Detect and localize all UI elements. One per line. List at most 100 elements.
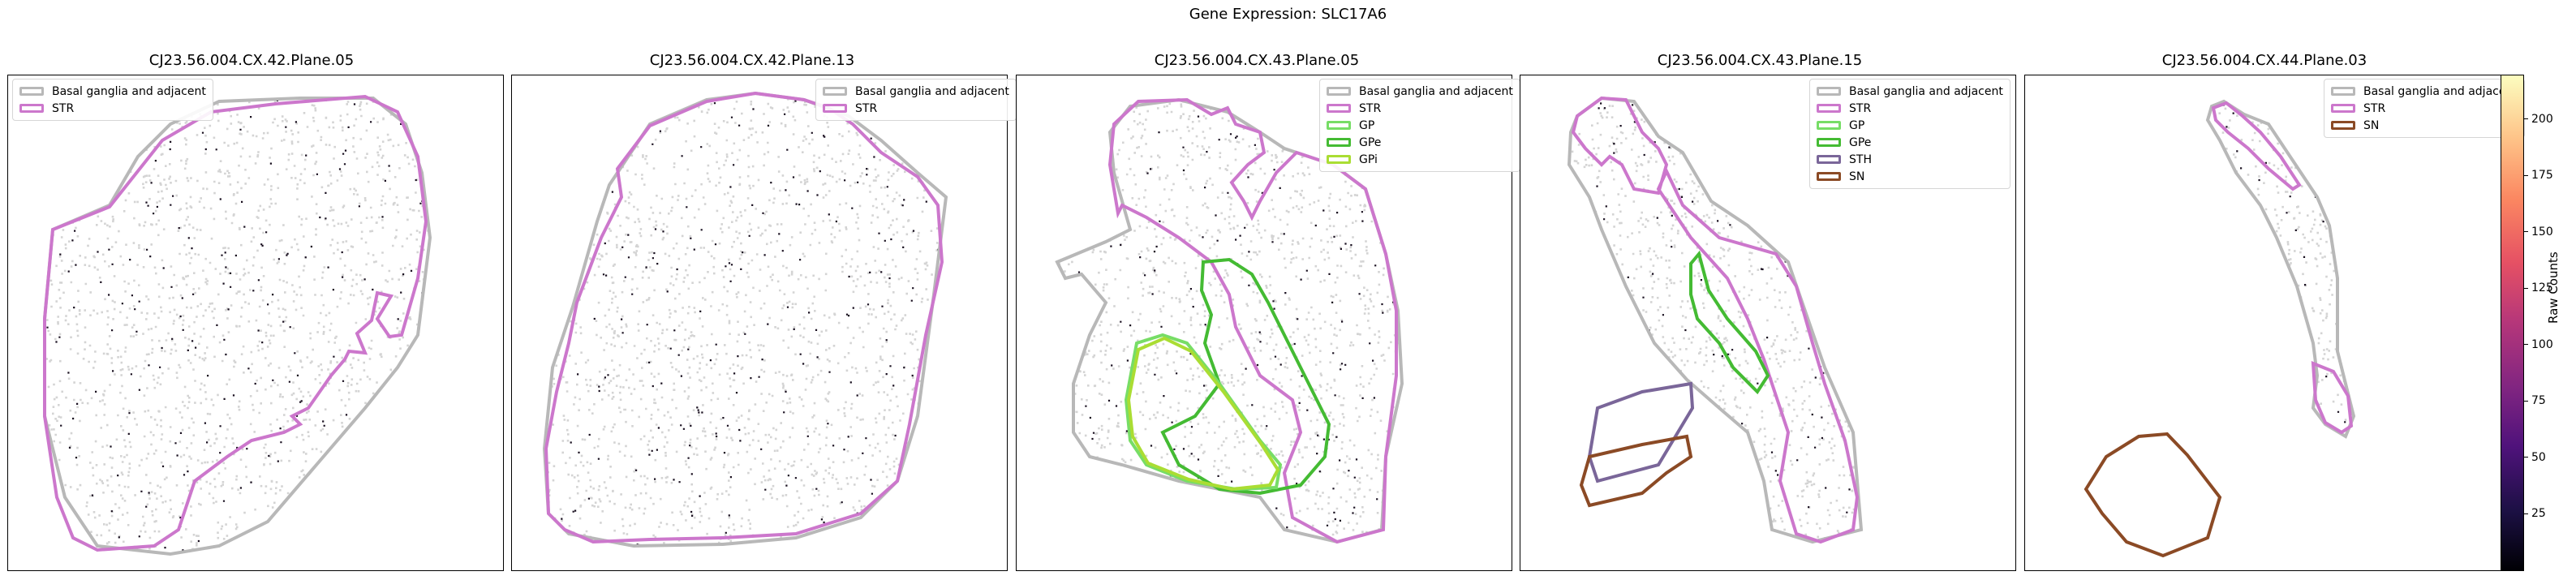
legend-label: GPe (1849, 135, 1872, 149)
panel-3-gpe-outline (1160, 257, 1331, 496)
legend-swatch (1327, 138, 1351, 147)
legend-swatch (2331, 87, 2355, 96)
legend-entry: GPi (1327, 151, 1513, 168)
figure-title: Gene Expression: SLC17A6 (1189, 6, 1387, 23)
legend-entry: GPe (1817, 134, 2003, 151)
legend-entry: STH (1817, 151, 2003, 168)
legend-label: SN (2363, 118, 2380, 132)
legend-swatch (823, 104, 847, 113)
legend-swatch (1327, 155, 1351, 164)
legend-label: SN (1849, 170, 1865, 183)
legend-label: Basal ganglia and adjacent (1359, 84, 1513, 98)
legend-label: Basal ganglia and adjacent (52, 84, 206, 98)
panel-5-basal-ganglia-outline (2205, 99, 2356, 439)
colorbar (2501, 75, 2524, 571)
panel-4-sth-outline (1587, 381, 1695, 483)
legend-entry: Basal ganglia and adjacent (1817, 83, 2003, 100)
panel-2-cells (544, 93, 946, 546)
legend-swatch (1327, 121, 1351, 130)
legend-entry: Basal ganglia and adjacent (1327, 83, 1513, 100)
colorbar-tick-label: 150 (2524, 226, 2553, 238)
background-cells (45, 98, 430, 554)
legend-swatch (19, 87, 44, 96)
legend-swatch (1327, 87, 1351, 96)
legend-entry: GP (1817, 117, 2003, 134)
legend-entry: Basal ganglia and adjacent (823, 83, 1009, 100)
panel-4-basal-ganglia-outline (1567, 96, 1864, 544)
panel-5-plot (2024, 75, 2521, 571)
panel-5-sn-outline (2084, 432, 2222, 558)
panel-1-basal-ganglia-outline (43, 97, 432, 556)
panel-4-sn-outline (1579, 434, 1693, 508)
colorbar-tick-label: 175 (2524, 169, 2553, 182)
legend-label: STR (1359, 101, 1382, 115)
panel-2-str-outline (544, 91, 944, 544)
expressing-cells (45, 98, 430, 554)
panel-3-gp-outline (1124, 333, 1283, 492)
panel-3-title: CJ23.56.004.CX.43.Plane.05 (1154, 52, 1360, 69)
panel-2-basal-ganglia-outline (542, 91, 948, 548)
legend-label: GPe (1359, 135, 1382, 149)
legend-entry: STR (823, 100, 1009, 117)
legend-label: STR (52, 101, 75, 115)
legend-entry: STR (1327, 100, 1513, 117)
legend-entry: STR (19, 100, 206, 117)
background-cells (544, 93, 946, 546)
legend-label: Basal ganglia and adjacent (1849, 84, 2003, 98)
legend-entry: STR (2331, 100, 2518, 117)
legend-label: GP (1849, 118, 1865, 132)
panel-1-title: CJ23.56.004.CX.42.Plane.05 (148, 52, 355, 69)
legend-label: GP (1359, 118, 1375, 132)
legend-swatch (1817, 121, 1841, 130)
legend-swatch (1817, 87, 1841, 96)
legend-label: STR (855, 101, 878, 115)
colorbar-tick-label: 100 (2524, 338, 2553, 351)
panel-5-str-outline (2211, 101, 2354, 435)
panel-1-plot (7, 75, 504, 571)
panel-5-legend: Basal ganglia and adjacent STR SN (2324, 79, 2525, 138)
legend-swatch (1817, 138, 1841, 147)
panel-2-plot (511, 75, 1008, 571)
legend-swatch (2331, 104, 2355, 113)
expressing-cells (544, 93, 946, 546)
panel-3-gpi-outline (1126, 336, 1280, 492)
panel-1-legend: Basal ganglia and adjacent STR (12, 79, 213, 121)
panel-4-title: CJ23.56.004.CX.43.Plane.15 (1657, 52, 1863, 69)
panel-1-cells (45, 98, 430, 554)
legend-swatch (1817, 104, 1841, 113)
panel-3-str-outline (1107, 97, 1398, 544)
legend-label: Basal ganglia and adjacent (855, 84, 1009, 98)
legend-entry: GP (1327, 117, 1513, 134)
panel-2-legend: Basal ganglia and adjacent STR (815, 79, 1017, 121)
legend-swatch (1327, 104, 1351, 113)
colorbar-label: Raw Counts (2546, 251, 2561, 324)
panel-4-legend: Basal ganglia and adjacent STR GP GPe STH SN (1809, 79, 2010, 189)
legend-entry: Basal ganglia and adjacent (2331, 83, 2518, 100)
legend-label: STR (1849, 101, 1872, 115)
colorbar-tick-label: 200 (2524, 113, 2553, 126)
legend-entry: STR (1817, 100, 2003, 117)
colorbar-tick-label: 25 (2524, 507, 2546, 520)
legend-label: GPi (1359, 153, 1378, 166)
legend-swatch (823, 87, 847, 96)
panel-2-title: CJ23.56.004.CX.42.Plane.13 (649, 52, 855, 69)
legend-entry: Basal ganglia and adjacent (19, 83, 206, 100)
legend-entry: SN (2331, 117, 2518, 134)
legend-swatch (2331, 121, 2355, 130)
legend-swatch (1817, 172, 1841, 181)
legend-swatch (1817, 155, 1841, 164)
legend-swatch (19, 104, 44, 113)
panel-1-str-outline (43, 94, 428, 552)
legend-entry: SN (1817, 168, 2003, 185)
colorbar-tick-label: 125 (2524, 281, 2553, 294)
colorbar-tick-label: 50 (2524, 451, 2546, 464)
panel-3-legend: Basal ganglia and adjacent STR GP GPe GPi (1319, 79, 1520, 172)
panel-4-gpe-outline (1689, 250, 1770, 395)
panel-4-str-outline (1571, 96, 1860, 544)
legend-label: Basal ganglia and adjacent (2363, 84, 2518, 98)
panel-5-title: CJ23.56.004.CX.44.Plane.03 (2161, 52, 2367, 69)
legend-label: STH (1849, 153, 1872, 166)
legend-label: STR (2363, 101, 2386, 115)
legend-entry: GPe (1327, 134, 1513, 151)
colorbar-tick-label: 75 (2524, 394, 2546, 407)
